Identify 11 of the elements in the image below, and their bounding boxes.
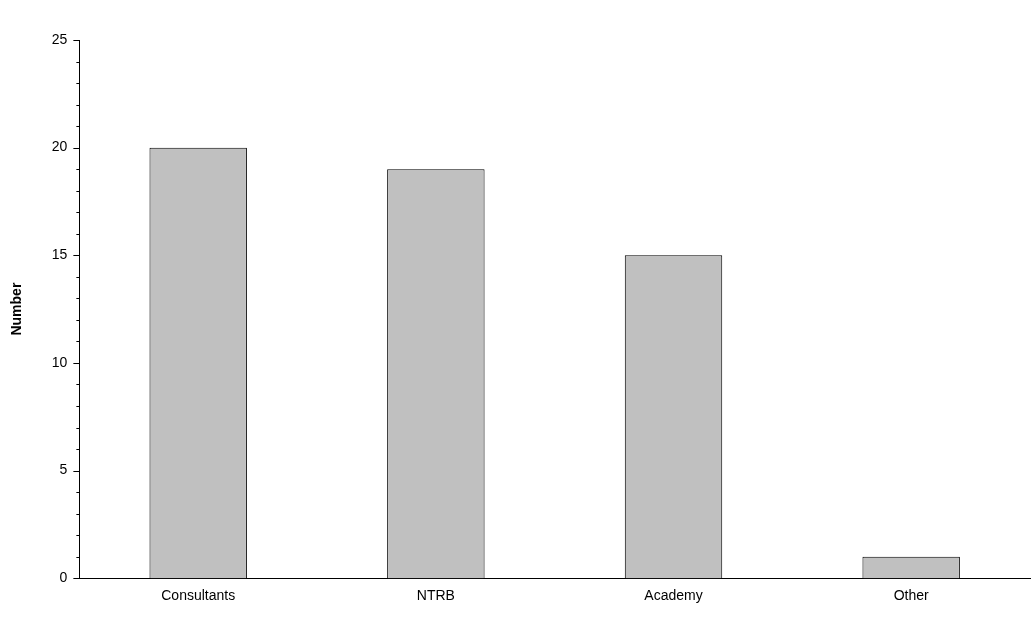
y-tick-label: 15 bbox=[51, 246, 68, 263]
y-tick-label: 5 bbox=[59, 461, 68, 478]
y-tick-label: 25 bbox=[51, 30, 68, 47]
y-tick-label: 20 bbox=[51, 138, 68, 155]
y-axis-title: Number bbox=[8, 282, 25, 336]
y-tick-label: 0 bbox=[59, 569, 68, 586]
x-tick-label: Academy bbox=[644, 587, 703, 604]
y-tick-label: 10 bbox=[51, 353, 68, 370]
x-tick-label: Consultants bbox=[161, 587, 236, 604]
x-tick-label: NTRB bbox=[416, 587, 455, 604]
x-tick-label: Other bbox=[893, 587, 930, 604]
